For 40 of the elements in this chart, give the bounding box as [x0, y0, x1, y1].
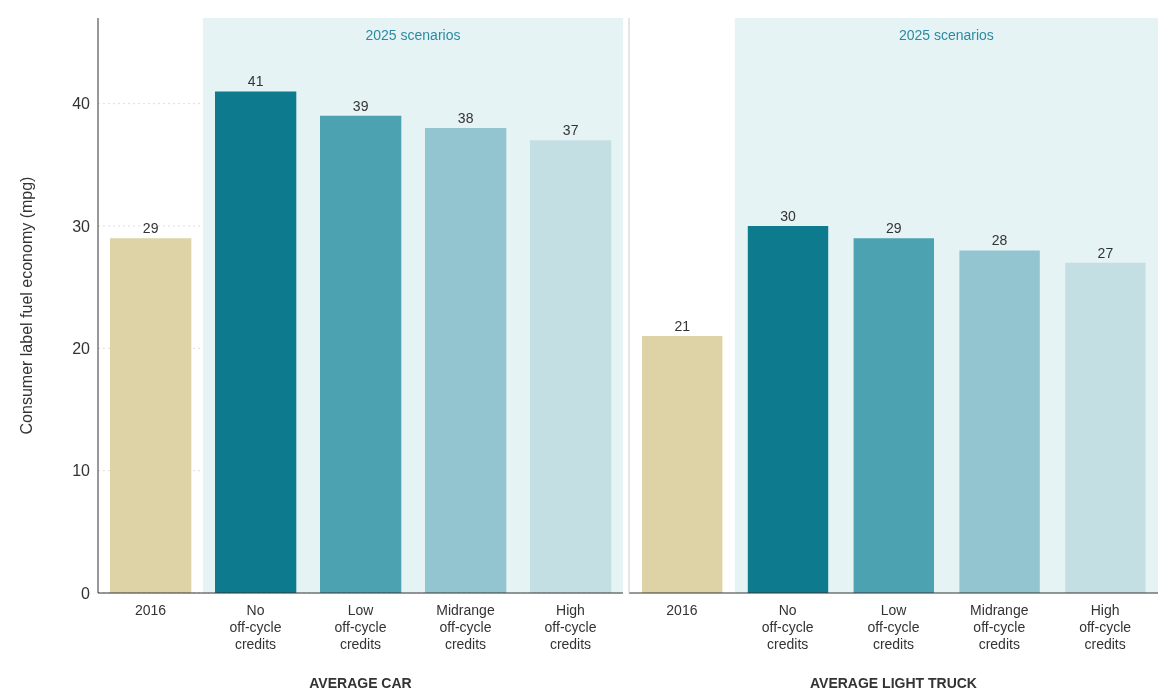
- x-tick-label: High off-cycle credits: [1079, 602, 1132, 652]
- x-tick-label: Low off-cycle credits: [334, 602, 387, 652]
- bar: [530, 140, 612, 593]
- data-label: 38: [457, 110, 474, 127]
- x-tick-label: 2016: [134, 602, 167, 618]
- band-label: 2025 scenarios: [898, 26, 994, 43]
- data-label: 29: [886, 220, 902, 237]
- x-axis-title: AVERAGE CAR: [309, 675, 412, 691]
- band-label: 2025 scenarios: [365, 26, 461, 43]
- bar: [853, 238, 935, 593]
- y-tick-label: 40: [72, 95, 91, 113]
- x-tick-label: No off-cycle credits: [229, 602, 282, 652]
- x-tick-label: Midrange off-cycle credits: [970, 602, 1029, 652]
- data-label: 21: [674, 318, 691, 335]
- bar: [215, 91, 297, 593]
- x-tick-label: 2016: [666, 602, 698, 618]
- x-tick-label: Midrange off-cycle credits: [436, 602, 495, 652]
- y-tick-label: 20: [72, 340, 91, 357]
- bar: [642, 336, 723, 593]
- y-axis-title: Consumer label fuel economy (mpg): [17, 176, 35, 435]
- y-tick-label: 0: [81, 584, 91, 602]
- data-label: 29: [142, 220, 159, 237]
- bar: [425, 128, 507, 593]
- bar: [110, 238, 192, 593]
- data-label: 37: [562, 122, 579, 139]
- x-tick-label: No off-cycle credits: [761, 602, 814, 652]
- y-tick-label: 30: [72, 217, 91, 235]
- data-label: 30: [780, 207, 796, 224]
- x-axis-title: AVERAGE LIGHT TRUCK: [810, 675, 977, 691]
- data-label: 39: [352, 97, 369, 114]
- bar: [320, 115, 402, 593]
- data-label: 28: [991, 232, 1008, 249]
- bar: [1065, 262, 1146, 593]
- x-tick-label: Low off-cycle credits: [867, 602, 920, 652]
- x-tick-label: High off-cycle credits: [544, 602, 597, 652]
- data-label: 27: [1097, 244, 1114, 261]
- data-label: 41: [247, 73, 264, 90]
- bar: [747, 225, 829, 593]
- bar: [959, 250, 1040, 593]
- y-tick-label: 10: [72, 462, 91, 480]
